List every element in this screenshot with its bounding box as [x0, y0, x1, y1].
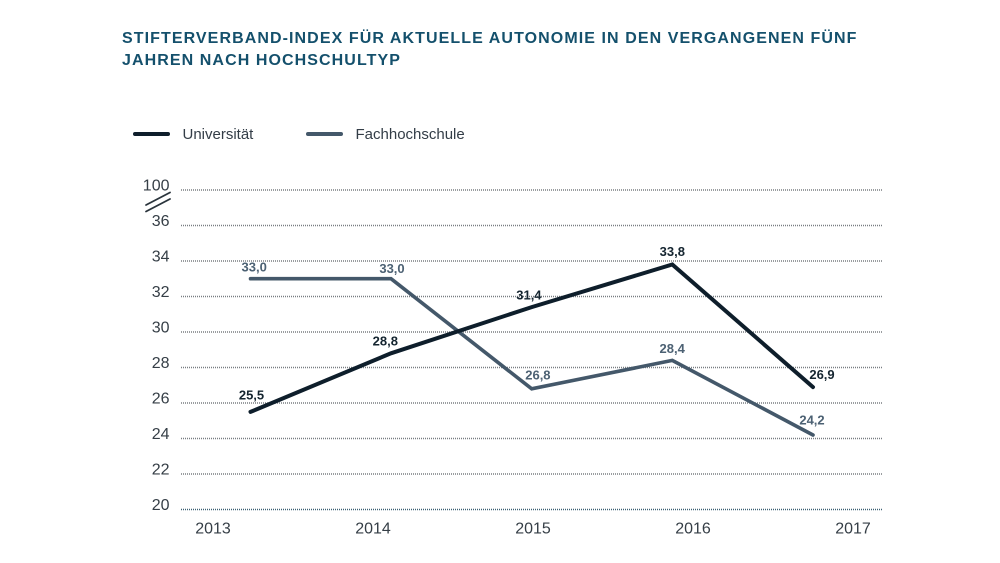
svg-text:26: 26 — [152, 390, 170, 407]
svg-text:2016: 2016 — [675, 521, 711, 538]
svg-text:31,4: 31,4 — [516, 288, 542, 303]
svg-text:32: 32 — [152, 284, 170, 301]
svg-text:2013: 2013 — [195, 521, 231, 538]
svg-text:34: 34 — [152, 248, 170, 265]
svg-text:33,8: 33,8 — [660, 244, 685, 259]
svg-text:26,9: 26,9 — [809, 367, 834, 382]
svg-text:2017: 2017 — [835, 521, 871, 538]
svg-text:36: 36 — [152, 213, 170, 230]
svg-text:28,8: 28,8 — [373, 334, 398, 349]
svg-text:2014: 2014 — [355, 521, 391, 538]
svg-text:28: 28 — [152, 355, 170, 372]
svg-text:20: 20 — [152, 497, 170, 514]
svg-text:26,8: 26,8 — [525, 367, 550, 382]
svg-text:22: 22 — [152, 461, 170, 478]
svg-text:100: 100 — [143, 177, 170, 194]
svg-text:30: 30 — [152, 319, 170, 336]
svg-text:24,2: 24,2 — [799, 413, 824, 428]
svg-text:33,0: 33,0 — [379, 261, 404, 276]
svg-text:33,0: 33,0 — [242, 260, 267, 275]
svg-text:28,4: 28,4 — [660, 341, 686, 356]
svg-text:2015: 2015 — [515, 521, 551, 538]
svg-text:24: 24 — [152, 426, 170, 443]
svg-text:25,5: 25,5 — [239, 388, 264, 403]
